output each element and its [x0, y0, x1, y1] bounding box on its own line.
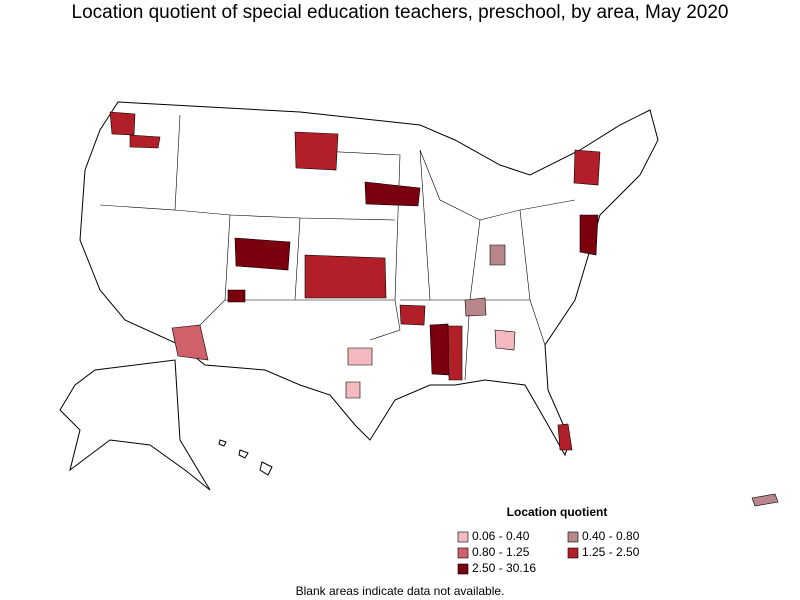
- alaska: [59, 359, 211, 491]
- region: [464, 297, 487, 317]
- legend-label: 0.80 - 1.25: [472, 545, 530, 559]
- legend-label: 2.50 - 30.16: [472, 561, 536, 575]
- region: [494, 329, 516, 351]
- hawaii: [218, 439, 273, 476]
- region: [294, 131, 339, 171]
- region: [304, 254, 387, 299]
- legend-label: 0.06 - 0.40: [472, 529, 530, 543]
- region: [109, 111, 136, 136]
- region: [171, 324, 209, 361]
- map-title: Location quotient of special education t…: [72, 2, 729, 23]
- note: Blank areas indicate data not available.: [296, 584, 505, 598]
- legend-swatch: [457, 531, 469, 543]
- legend-label: 1.25 - 2.50: [582, 545, 640, 559]
- region: [447, 325, 463, 381]
- region: [489, 244, 506, 266]
- legend-swatch: [457, 563, 469, 575]
- region: [573, 149, 601, 186]
- region: [234, 237, 291, 271]
- legend-label: 0.40 - 0.80: [582, 529, 640, 543]
- state-borders: [99, 114, 576, 381]
- legend: 0.06 - 0.40 0.40 - 0.80 0.80 - 1.25 1.25 - …: [457, 529, 640, 575]
- region: [364, 181, 421, 207]
- legend-swatch: [567, 547, 579, 559]
- region: [399, 304, 426, 326]
- region: [557, 423, 573, 451]
- legend-title: Location quotient: [507, 505, 608, 519]
- legend-swatch: [457, 547, 469, 559]
- region: [429, 323, 451, 376]
- region: [579, 214, 599, 256]
- region: [751, 493, 779, 507]
- region: [345, 381, 361, 399]
- region: [347, 347, 373, 366]
- region: [227, 289, 246, 303]
- map: [59, 101, 779, 507]
- region: [129, 134, 161, 149]
- legend-swatch: [567, 531, 579, 543]
